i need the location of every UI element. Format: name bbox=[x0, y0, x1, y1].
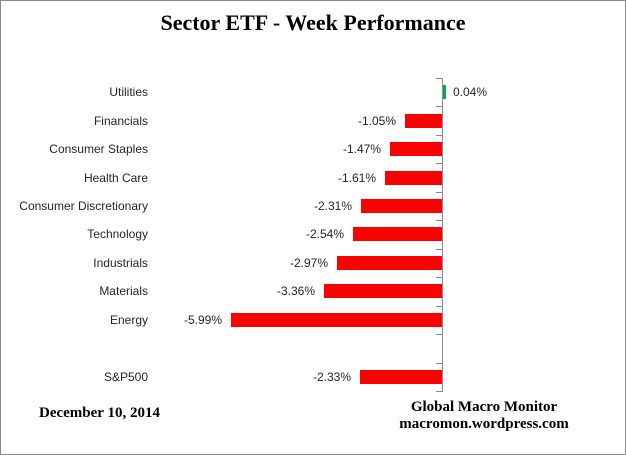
axis-tick bbox=[436, 220, 443, 221]
value-label: -2.31% bbox=[313, 199, 352, 213]
performance-bar bbox=[337, 256, 442, 270]
axis-tick bbox=[436, 106, 443, 107]
performance-bar bbox=[353, 227, 442, 241]
axis-tick bbox=[436, 135, 443, 136]
source-name: Global Macro Monitor bbox=[410, 399, 558, 415]
axis-tick bbox=[436, 306, 443, 307]
axis-tick bbox=[436, 277, 443, 278]
category-label: Consumer Staples bbox=[49, 142, 148, 156]
performance-bar bbox=[390, 142, 442, 156]
value-label: -2.97% bbox=[289, 256, 328, 270]
axis-tick bbox=[436, 391, 443, 392]
category-label: Industrials bbox=[93, 256, 148, 270]
category-label: Financials bbox=[93, 114, 148, 128]
axis-tick bbox=[436, 249, 443, 250]
category-label: Energy bbox=[109, 313, 148, 327]
value-label: -3.36% bbox=[276, 284, 315, 298]
value-label: -1.47% bbox=[342, 142, 381, 156]
value-label: -2.54% bbox=[305, 227, 344, 241]
value-label: -2.33% bbox=[312, 370, 351, 384]
axis-tick bbox=[436, 363, 443, 364]
category-label: Materials bbox=[99, 284, 148, 298]
value-label: -1.05% bbox=[357, 114, 396, 128]
value-label: -1.61% bbox=[337, 171, 376, 185]
source-url: macromon.wordpress.com bbox=[399, 416, 569, 432]
category-label: Health Care bbox=[83, 171, 148, 185]
performance-bar bbox=[385, 171, 442, 185]
performance-bar bbox=[324, 284, 442, 298]
chart-title: Sector ETF - Week Performance bbox=[160, 10, 466, 35]
category-label: Technology bbox=[87, 227, 148, 241]
category-label: S&P500 bbox=[103, 370, 148, 384]
value-label: 0.04% bbox=[453, 85, 488, 99]
performance-bar bbox=[231, 313, 442, 327]
performance-bar bbox=[361, 199, 442, 213]
category-label: Consumer Discretionary bbox=[19, 199, 148, 213]
source-attribution: Global Macro Monitor macromon.wordpress.… bbox=[334, 399, 625, 433]
axis-tick bbox=[436, 163, 443, 164]
value-axis-line bbox=[442, 78, 443, 391]
category-label: Utilities bbox=[109, 85, 148, 99]
performance-bar bbox=[405, 114, 442, 128]
axis-tick bbox=[436, 334, 443, 335]
performance-bar bbox=[443, 85, 446, 99]
value-label: -5.99% bbox=[183, 313, 222, 327]
axis-tick bbox=[436, 78, 443, 79]
footer-date: December 10, 2014 bbox=[39, 405, 160, 421]
axis-tick bbox=[436, 192, 443, 193]
performance-bar bbox=[360, 370, 442, 384]
